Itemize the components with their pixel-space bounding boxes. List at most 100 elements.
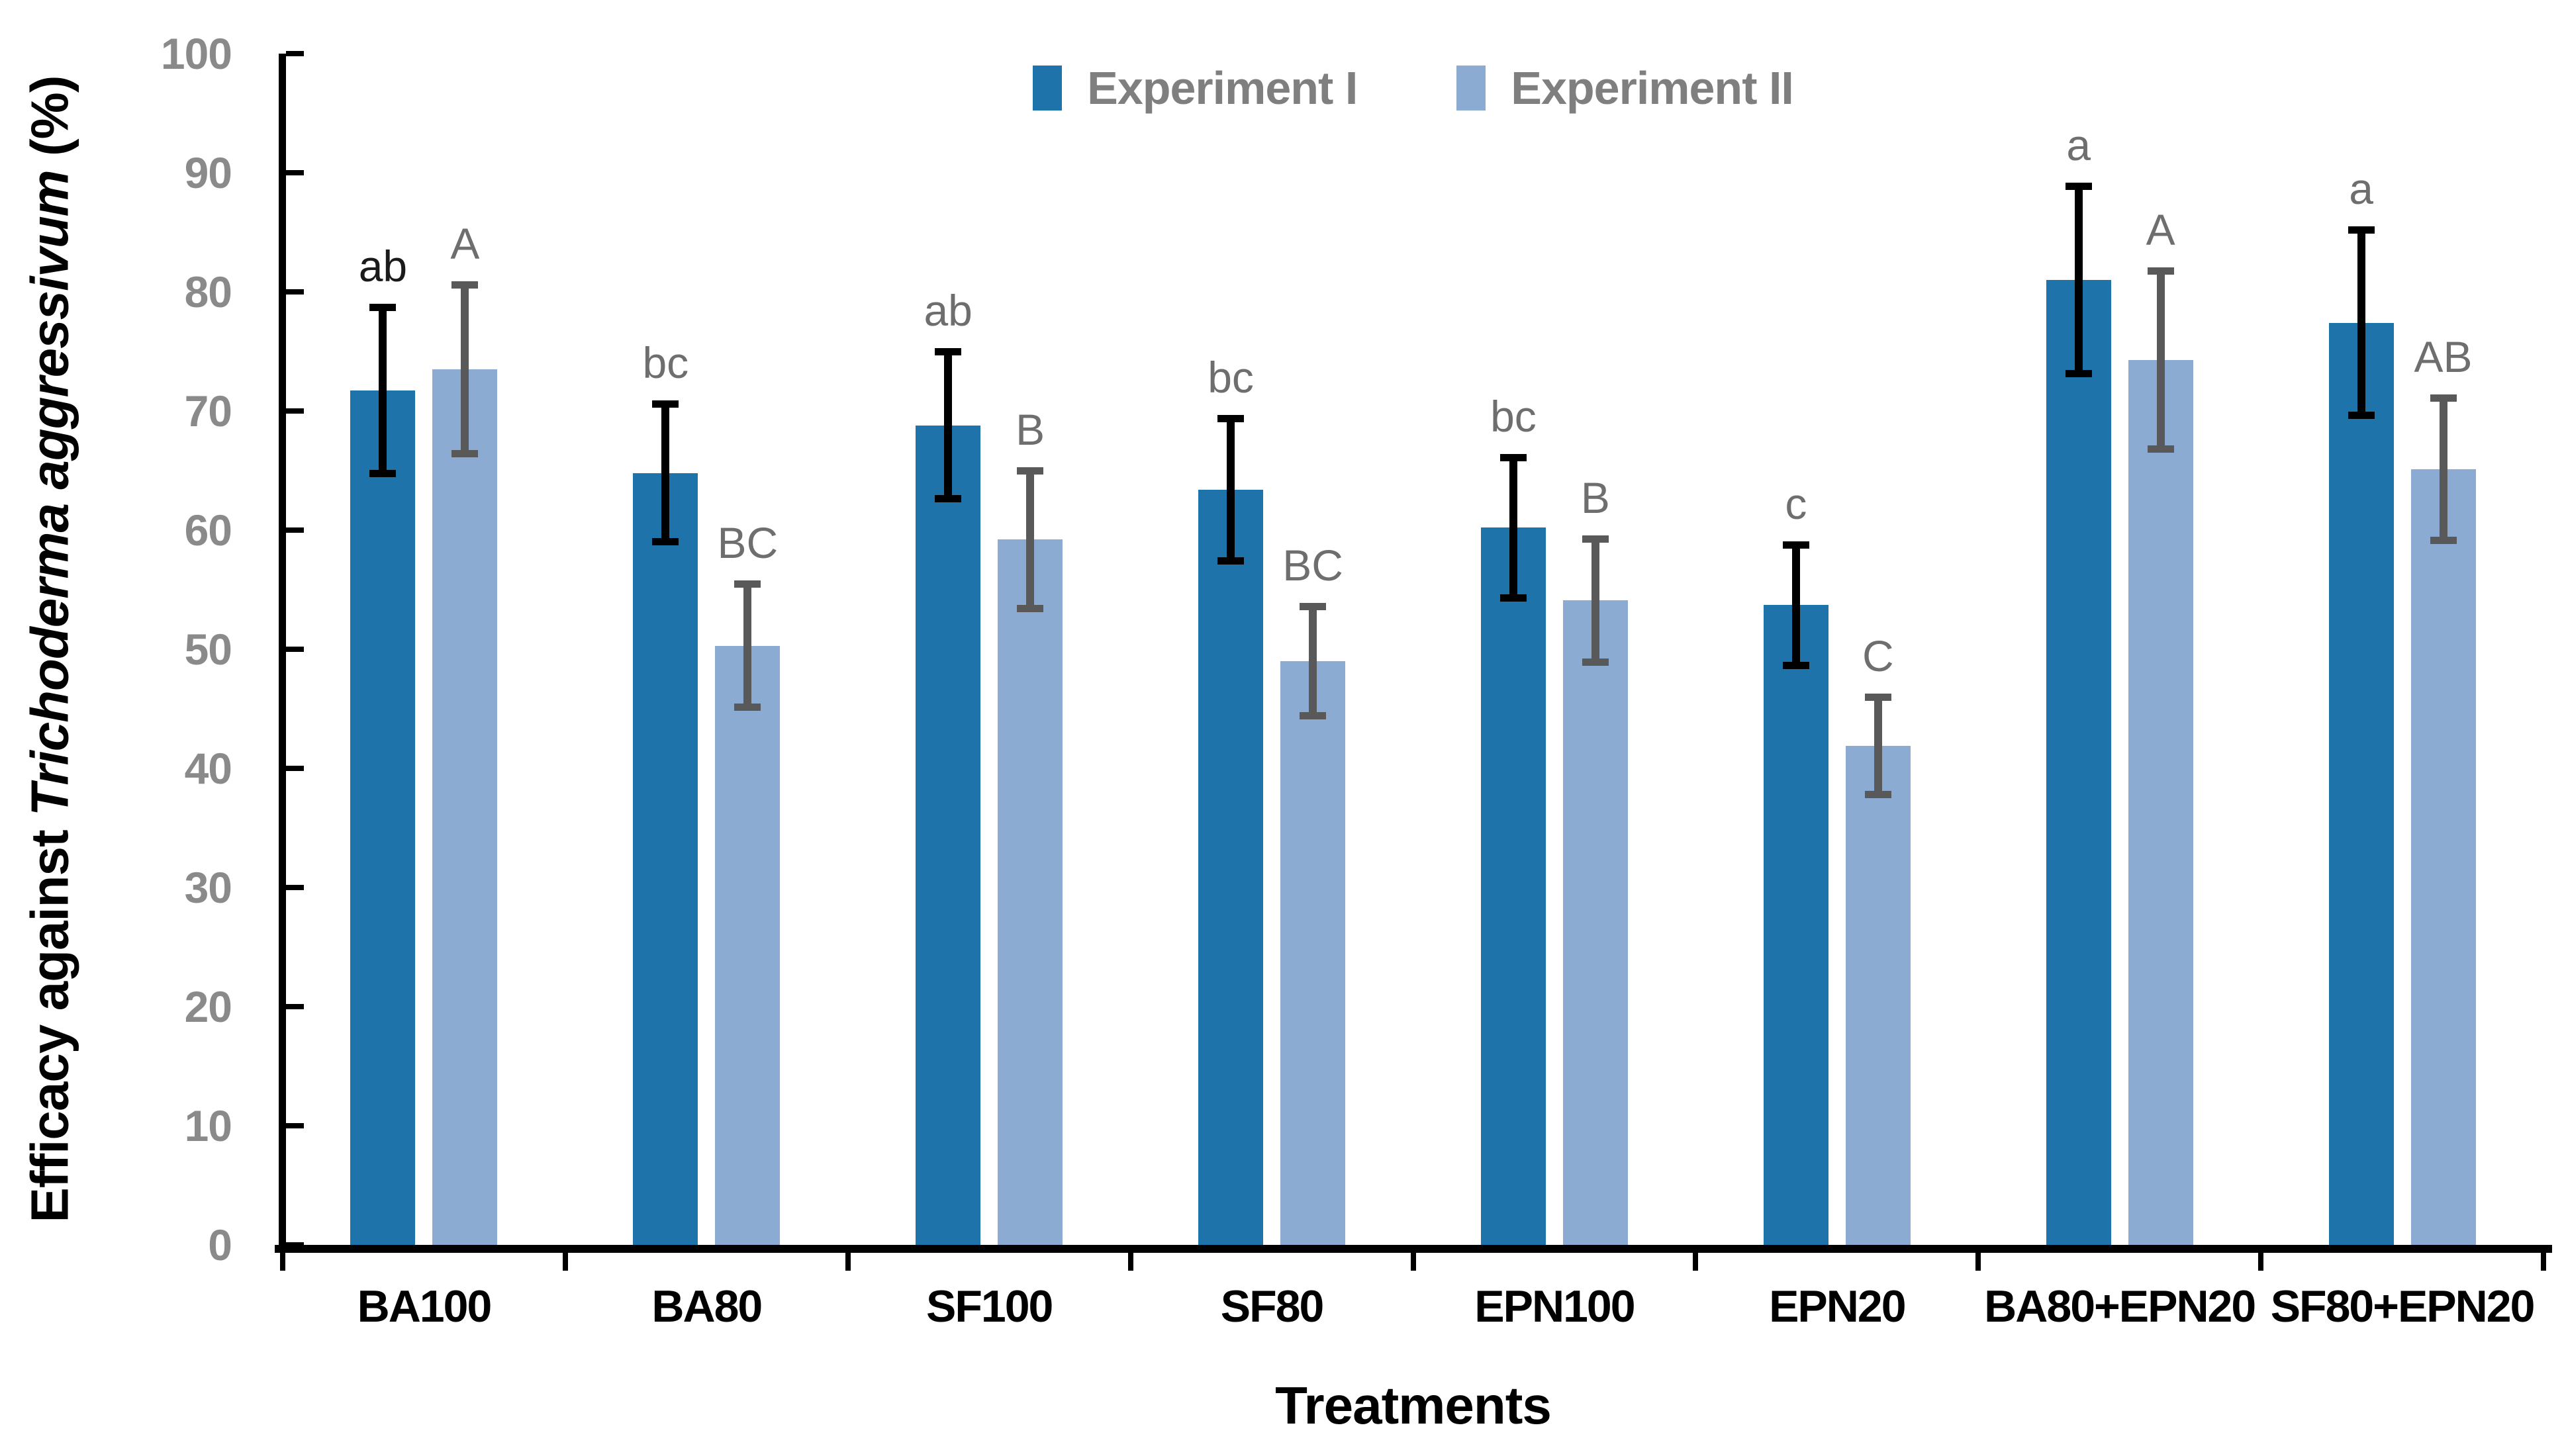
sig-letter-exp2-SF100: B <box>1016 405 1045 454</box>
sig-letter-exp1-SF80+EPN20: a <box>2349 164 2373 214</box>
y-tick-label-20: 20 <box>184 982 232 1031</box>
error-cap-bottom-exp2-BA80 <box>734 704 761 711</box>
error-cap-top-exp2-SF100 <box>1017 467 1044 475</box>
x-tick-3 <box>1127 1253 1133 1271</box>
error-cap-top-exp1-BA80+EPN20 <box>2065 182 2092 190</box>
legend-swatch-experiment-1 <box>1033 66 1063 111</box>
y-tick-70 <box>286 408 304 414</box>
sig-letter-exp2-SF80+EPN20: AB <box>2414 332 2473 382</box>
y-tick-label-40: 40 <box>184 744 232 793</box>
error-cap-bottom-exp2-SF100 <box>1017 604 1044 612</box>
error-cap-bottom-exp2-SF80 <box>1300 711 1327 719</box>
y-tick-100 <box>286 51 304 56</box>
bar-exp2-EPN100 <box>1562 600 1628 1245</box>
bar-exp2-SF100 <box>998 539 1063 1245</box>
y-tick-60 <box>286 527 304 533</box>
error-cap-bottom-exp2-SF80+EPN20 <box>2430 537 2457 545</box>
error-bar-exp2-EPN100 <box>1591 538 1599 662</box>
error-bar-exp1-BA100 <box>379 307 387 475</box>
bar-exp2-BA80 <box>715 645 781 1245</box>
bar-exp1-BA80 <box>633 473 698 1245</box>
y-axis-title-species: Trichoderma aggressivum <box>20 170 79 817</box>
bar-exp1-SF100 <box>916 425 981 1245</box>
sig-letter-exp1-BA80: bc <box>642 338 689 388</box>
sig-letter-exp1-EPN20: c <box>1785 478 1807 528</box>
y-tick-label-50: 50 <box>184 625 232 674</box>
sig-letter-exp1-EPN100: bc <box>1490 392 1537 441</box>
error-bar-exp2-BA80+EPN20 <box>2156 270 2165 449</box>
error-bar-exp2-BA80 <box>743 584 752 708</box>
sig-letter-exp1-BA80+EPN20: a <box>2066 120 2091 169</box>
error-cap-bottom-exp2-BA100 <box>451 449 479 457</box>
y-tick-40 <box>286 766 304 771</box>
sig-letter-exp2-BA100: A <box>450 219 480 269</box>
x-tick-6 <box>1975 1253 1981 1271</box>
sig-letter-exp2-EPN20: C <box>1862 631 1894 680</box>
error-bar-exp2-SF100 <box>1026 471 1035 609</box>
x-category-label-SF100: SF100 <box>926 1281 1053 1332</box>
legend-item-experiment-1: Experiment I <box>1033 62 1358 114</box>
y-axis-title-suffix: (%) <box>20 75 79 171</box>
y-tick-80 <box>286 289 304 295</box>
y-axis-title-prefix: Efficacy against <box>20 816 79 1223</box>
sig-letter-exp2-EPN100: B <box>1580 473 1610 522</box>
y-tick-label-80: 80 <box>184 267 232 316</box>
error-cap-top-exp2-EPN100 <box>1582 535 1609 543</box>
error-cap-bottom-exp1-BA100 <box>369 470 397 478</box>
bar-exp2-EPN20 <box>1845 745 1911 1245</box>
legend-label-experiment-1: Experiment I <box>1087 62 1358 114</box>
legend: Experiment I Experiment II <box>283 58 2543 118</box>
y-tick-90 <box>286 170 304 175</box>
y-tick-50 <box>286 647 304 652</box>
sig-letter-exp2-BA80: BC <box>717 518 779 567</box>
y-tick-0 <box>286 1242 304 1248</box>
error-bar-exp2-SF80+EPN20 <box>2439 398 2447 541</box>
y-tick-20 <box>286 1004 304 1009</box>
error-cap-top-exp2-BA80 <box>734 580 761 588</box>
error-bar-exp1-BA80+EPN20 <box>2074 185 2083 375</box>
error-bar-exp1-EPN100 <box>1509 457 1517 598</box>
error-bar-exp2-SF80 <box>1309 606 1317 716</box>
x-category-label-SF80: SF80 <box>1220 1281 1325 1332</box>
bar-exp1-BA100 <box>350 390 416 1245</box>
bar-exp2-BA80+EPN20 <box>2128 359 2193 1245</box>
error-cap-bottom-exp1-BA80 <box>652 538 679 545</box>
bar-exp1-SF80 <box>1198 489 1264 1245</box>
error-cap-bottom-exp1-BA80+EPN20 <box>2065 370 2092 378</box>
bar-exp2-SF80 <box>1280 661 1346 1245</box>
error-cap-top-exp1-BA80 <box>652 400 679 408</box>
y-tick-label-60: 60 <box>184 506 232 555</box>
error-cap-top-exp2-SF80+EPN20 <box>2430 394 2457 402</box>
error-cap-bottom-exp2-BA80+EPN20 <box>2147 445 2174 453</box>
legend-swatch-experiment-2 <box>1456 66 1486 111</box>
error-bar-exp1-EPN20 <box>1791 544 1800 666</box>
bar-exp2-SF80+EPN20 <box>2410 469 2476 1245</box>
error-bar-exp1-SF100 <box>944 351 953 500</box>
y-axis-title: Efficacy against Trichoderma aggressivum… <box>19 76 80 1223</box>
error-bar-exp1-SF80 <box>1227 418 1235 561</box>
bar-exp1-EPN100 <box>1480 527 1546 1245</box>
x-category-label-EPN20: EPN20 <box>1769 1281 1906 1332</box>
error-cap-top-exp2-SF80 <box>1300 603 1327 611</box>
error-bar-exp2-BA100 <box>461 285 469 454</box>
bar-exp1-BA80+EPN20 <box>2046 280 2111 1245</box>
y-tick-label-10: 10 <box>184 1101 232 1150</box>
x-tick-5 <box>1693 1253 1699 1271</box>
y-tick-label-70: 70 <box>184 387 232 435</box>
bar-exp1-SF80+EPN20 <box>2328 322 2394 1245</box>
sig-letter-exp1-SF100: ab <box>924 286 973 335</box>
y-tick-label-100: 100 <box>160 29 232 78</box>
error-cap-top-exp1-SF80+EPN20 <box>2348 226 2375 234</box>
x-tick-0 <box>280 1253 285 1271</box>
error-cap-bottom-exp2-EPN100 <box>1582 658 1609 666</box>
x-tick-2 <box>845 1253 851 1271</box>
error-cap-top-exp1-BA100 <box>369 304 397 312</box>
legend-item-experiment-2: Experiment II <box>1456 62 1794 114</box>
error-cap-bottom-exp1-SF80+EPN20 <box>2348 412 2375 420</box>
bar-exp2-BA100 <box>432 369 498 1245</box>
error-cap-bottom-exp1-EPN100 <box>1499 594 1527 602</box>
x-axis-title: Treatments <box>1275 1376 1552 1435</box>
error-cap-bottom-exp1-SF100 <box>935 495 962 503</box>
legend-label-experiment-2: Experiment II <box>1511 62 1794 114</box>
